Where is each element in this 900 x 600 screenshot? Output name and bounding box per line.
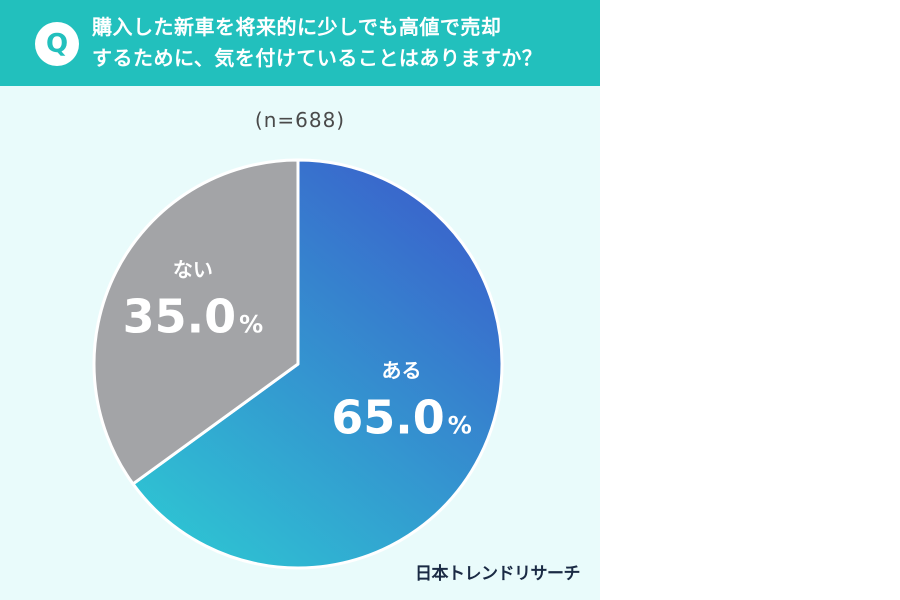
question-header: Q 購入した新車を将来的に少しでも高値で売却 するために、気を付けていることはあ…	[0, 0, 600, 86]
credit-logo: 日本トレンドリサーチ	[415, 564, 581, 584]
q-badge-icon: Q	[35, 22, 79, 66]
pie-slice-yes	[131, 158, 504, 570]
slice-value: 65.0%	[331, 391, 472, 445]
survey-card: Q 購入した新車を将来的に少しでも高値で売却 するために、気を付けていることはあ…	[0, 0, 600, 600]
question-line-2: するために、気を付けていることはありますか？	[92, 46, 543, 70]
slice-label: ない	[173, 257, 213, 281]
pie-chart: ある 65.0 % ない 35.0%	[92, 158, 504, 570]
pie-slice-no	[92, 158, 300, 486]
slice-value: 35.0%	[123, 289, 264, 343]
slice-label: ある	[382, 359, 422, 383]
sample-size: (n=688)	[254, 108, 346, 132]
question-line-1: 購入した新車を将来的に少しでも高値で売却	[92, 15, 502, 39]
question-text: 購入した新車を将来的に少しでも高値で売却 するために、気を付けていることはありま…	[92, 12, 592, 74]
